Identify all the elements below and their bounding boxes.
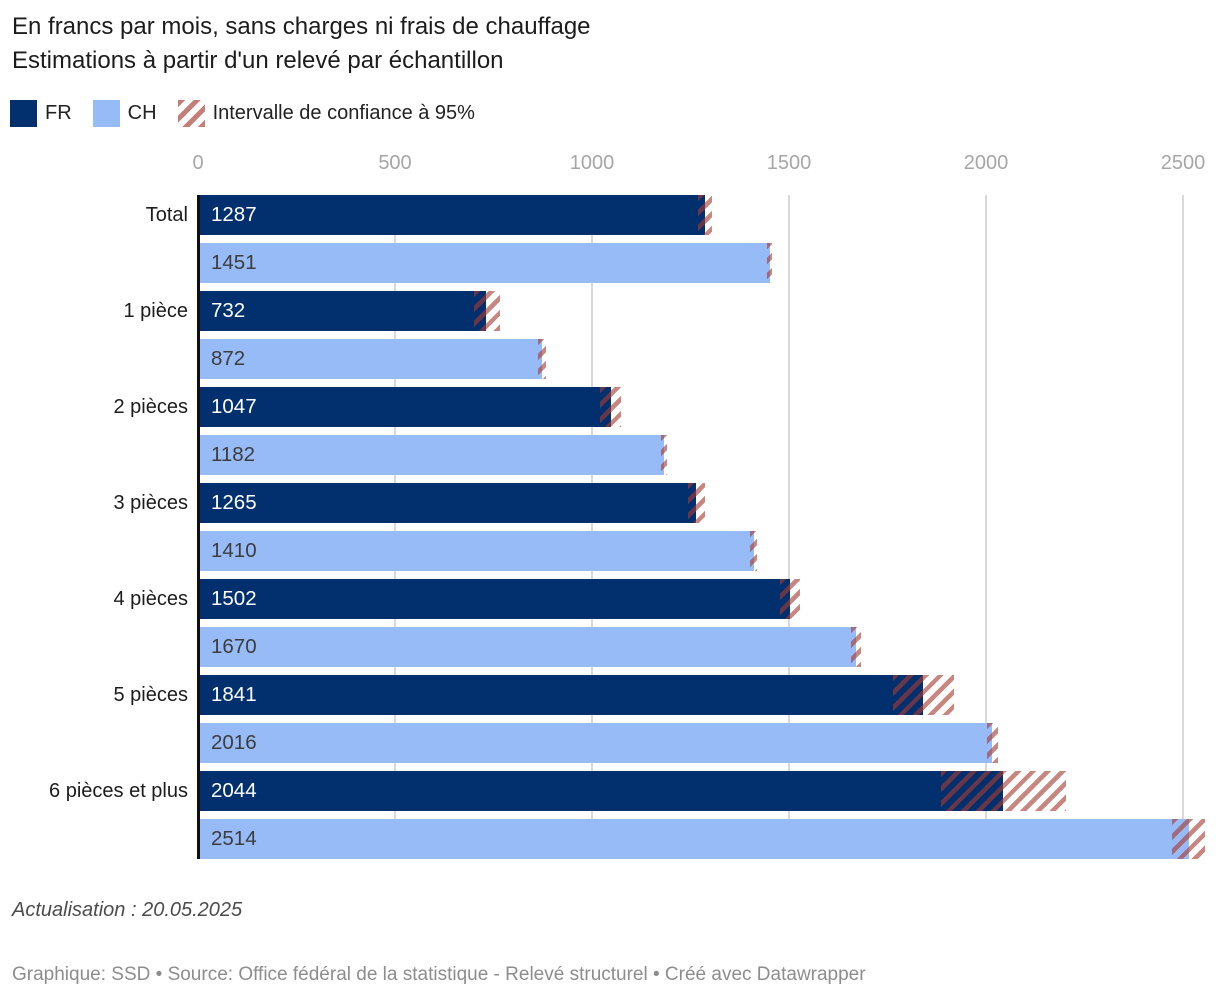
category-label: 4 pièces [113,588,189,610]
legend-item-ci: Intervalle de confiance à 95% [177,100,475,127]
value-label: 1047 [211,395,257,418]
confidence-interval-ch [766,243,773,283]
bar-fr-group3[interactable]: 1265 [198,483,697,523]
bar-fr-group4[interactable]: 1502 [198,579,790,619]
value-label: 2016 [211,731,257,754]
bar-ch-group5[interactable]: 2016 [198,723,993,763]
legend-item-ch: CH [92,100,157,127]
x-axis-tick-label: 2500 [1160,152,1206,174]
bar-fr-group5[interactable]: 1841 [198,675,924,715]
chart-title-block: En francs par mois, sans charges ni frai… [12,10,591,78]
gridline [1182,195,1184,859]
value-label: 2044 [211,779,257,802]
gridline [985,195,987,859]
confidence-interval-ch [660,435,667,475]
fr-swatch-icon [10,100,37,127]
bar-ch-total[interactable]: 1451 [198,243,770,283]
bar-fr-group1[interactable]: 732 [198,291,487,331]
confidence-interval-fr [698,195,712,235]
plot-area: 0 500 1000 1500 2000 2500 Total 1287 1451 1 pièce… [49,152,1220,859]
confidence-interval-fr [941,771,1066,811]
x-axis-tick-label: 2000 [963,152,1009,174]
confidence-interval-fr [474,291,500,331]
bar-fr-group6[interactable]: 2044 [198,771,1004,811]
value-label: 1502 [211,587,257,610]
confidence-interval-ch [537,339,546,379]
gridline [788,195,790,859]
legend: FR CH Intervalle de confiance à 95% [10,100,475,127]
category-label: 1 pièce [123,300,189,322]
bar-ch-group3[interactable]: 1410 [198,531,754,571]
bar-ch-group6[interactable]: 2514 [198,819,1189,859]
chart-title: En francs par mois, sans charges ni frai… [12,13,591,40]
confidence-interval-ch [1171,819,1206,859]
x-axis-tick-label: 500 [378,152,412,174]
hatch-swatch-icon [177,100,205,127]
confidence-interval-fr [779,579,800,619]
value-label: 1410 [211,539,257,562]
confidence-interval-ch [986,723,998,763]
x-axis-tick-label: 1500 [766,152,812,174]
value-label: 2514 [211,827,257,850]
legend-item-fr: FR [10,100,72,127]
category-label: Total [145,204,188,226]
confidence-interval-ch [850,627,862,667]
category-label: 2 pièces [113,396,189,418]
gridline [394,195,396,859]
category-label: 6 pièces et plus [49,780,188,802]
category-label: 3 pièces [113,492,189,514]
value-label: 872 [211,347,246,370]
bar-fr-total[interactable]: 1287 [198,195,706,235]
legend-label-fr: FR [45,102,72,124]
category-label: 5 pièces [113,684,189,706]
update-note: Actualisation : 20.05.2025 [12,899,243,921]
bar-ch-group1[interactable]: 872 [198,339,542,379]
bar-fr-group2[interactable]: 1047 [198,387,611,427]
value-label: 1451 [211,251,257,274]
confidence-interval-ch [749,531,758,571]
y-axis-line [197,195,200,859]
value-label: 1182 [211,443,256,466]
value-label: 1841 [211,683,257,706]
gridline [591,195,593,859]
chart-subtitle: Estimations à partir d'un relevé par éch… [12,47,504,74]
x-axis-tick-label: 1000 [569,152,615,174]
ch-swatch-icon [92,100,120,127]
confidence-interval-fr [893,675,954,715]
value-label: 732 [211,299,246,322]
bar-ch-group4[interactable]: 1670 [198,627,856,667]
x-axis-tick-label: 0 [192,152,204,174]
value-label: 1265 [211,491,257,514]
confidence-interval-fr [600,387,621,427]
value-label: 1670 [211,635,257,658]
value-label: 1287 [211,203,257,226]
confidence-interval-fr [688,483,705,523]
legend-label-ci: Intervalle de confiance à 95% [212,102,475,124]
legend-label-ch: CH [127,102,157,124]
bar-ch-group2[interactable]: 1182 [198,435,664,475]
footer-byline: Graphique: SSD • Source: Office fédéral … [12,964,866,985]
